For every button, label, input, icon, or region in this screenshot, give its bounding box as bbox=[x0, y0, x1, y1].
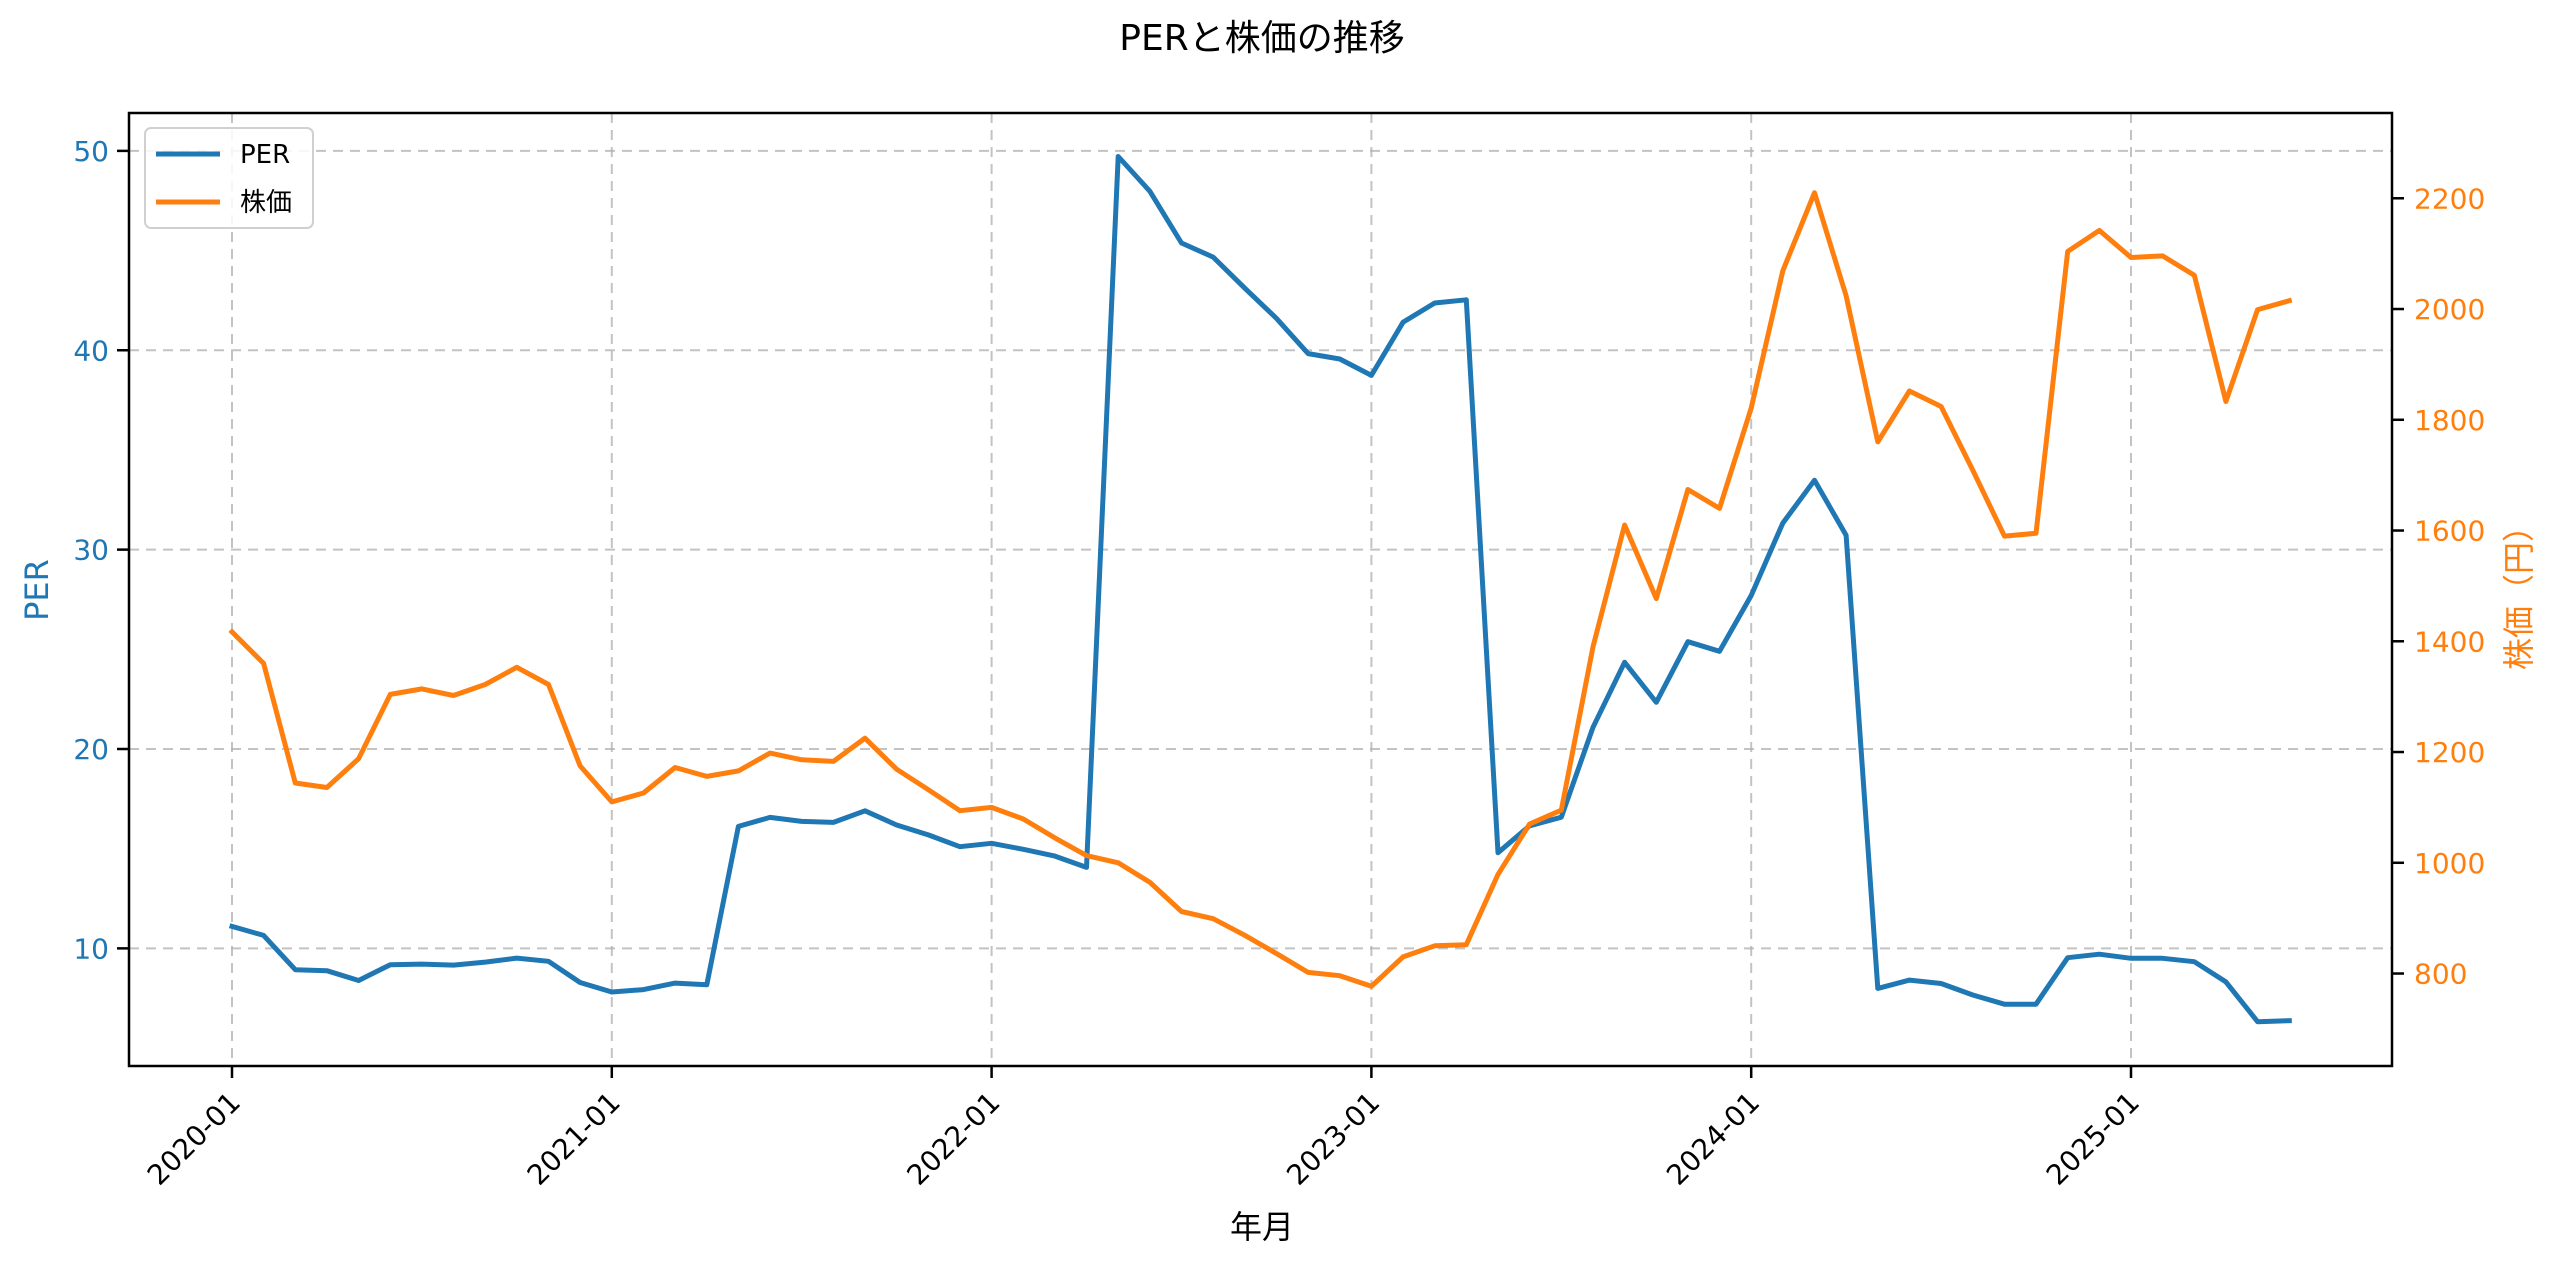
y-right-tick-label: 2200 bbox=[2414, 182, 2485, 215]
x-tick-label: 2022-01 bbox=[900, 1086, 1006, 1192]
y-left-tick-label: 10 bbox=[73, 932, 109, 965]
legend-label-per: PER bbox=[240, 140, 290, 170]
y-axis-label-left: PER bbox=[18, 559, 56, 621]
chart-title: PERと株価の推移 bbox=[1119, 18, 1404, 59]
grid-lines bbox=[129, 113, 2392, 1066]
x-axis-label: 年月 bbox=[1230, 1208, 1294, 1246]
x-tick-label: 2025-01 bbox=[2040, 1086, 2146, 1192]
y-right-tick-label: 1200 bbox=[2414, 736, 2485, 769]
y-right-tick-label: 1000 bbox=[2414, 847, 2485, 880]
y-right-tick-label: 1800 bbox=[2414, 404, 2485, 437]
y-axis-label-right: 株価（円） bbox=[2500, 510, 2538, 670]
x-tick-label: 2024-01 bbox=[1660, 1086, 1766, 1192]
y-left-tick-label: 20 bbox=[73, 733, 109, 766]
y-right-tick-label: 800 bbox=[2414, 958, 2467, 991]
y-right-tick-label: 1600 bbox=[2414, 515, 2485, 548]
y-right-tick-label: 1400 bbox=[2414, 625, 2485, 658]
legend-label-price: 株価 bbox=[240, 188, 292, 218]
x-tick-label: 2021-01 bbox=[521, 1086, 627, 1192]
data-lines bbox=[228, 154, 2293, 1025]
y-left-tick-label: 50 bbox=[73, 135, 109, 168]
price-line bbox=[228, 190, 2293, 989]
y-left-tick-label: 40 bbox=[73, 334, 109, 367]
x-tick-label: 2020-01 bbox=[141, 1086, 247, 1192]
x-tick-label: 2023-01 bbox=[1280, 1086, 1386, 1192]
legend: PER 株価 bbox=[144, 127, 314, 229]
per-line bbox=[228, 154, 2292, 1025]
y-right-tick-label: 2000 bbox=[2414, 293, 2485, 326]
axis-ticks: 2020-01 2021-01 2022-01 2023-01 2024-01 2025-… bbox=[73, 135, 2485, 1192]
y-left-tick-label: 30 bbox=[73, 534, 109, 567]
plot-frame bbox=[127, 111, 2394, 1068]
